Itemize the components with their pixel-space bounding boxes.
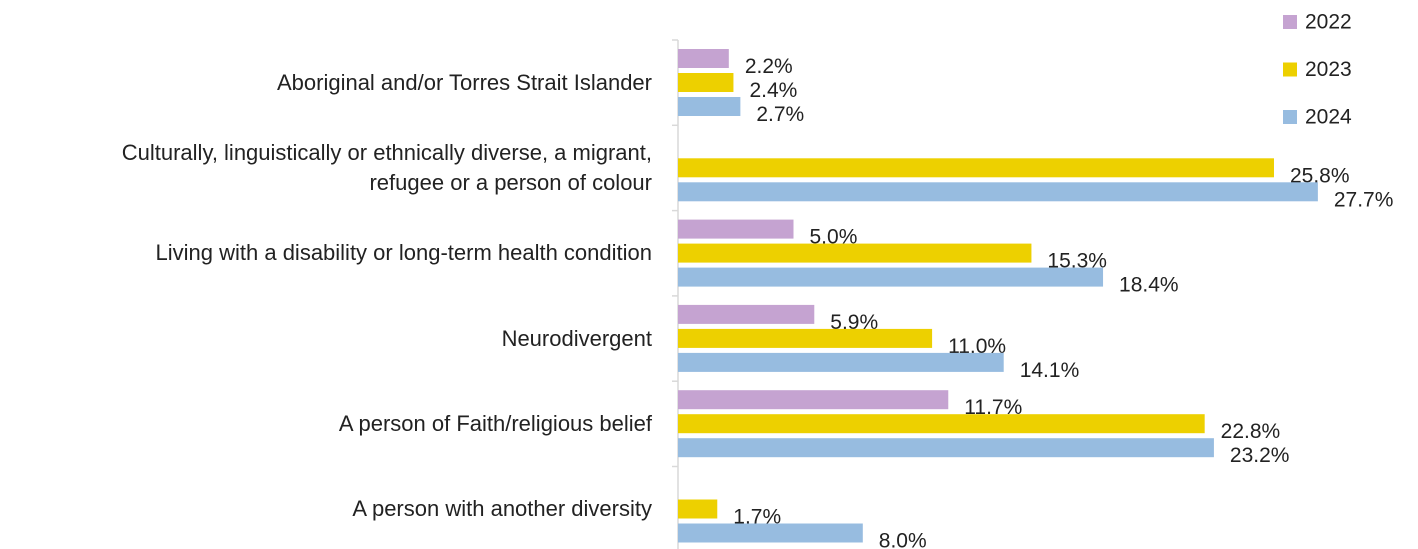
value-label: 23.2%	[1230, 444, 1290, 467]
bar	[678, 304, 815, 324]
value-label: 18.4%	[1119, 274, 1179, 297]
category-label: A person with another diversity	[352, 496, 652, 522]
legend-label: 2024	[1305, 106, 1352, 129]
bar	[678, 219, 794, 239]
bar	[678, 182, 1318, 202]
category-label: Culturally, linguistically or ethnically…	[121, 139, 652, 195]
value-label: 11.0%	[948, 335, 1006, 358]
bar	[678, 414, 1205, 434]
bar	[678, 267, 1104, 287]
value-label: 5.9%	[830, 311, 878, 334]
value-label: 8.0%	[879, 530, 927, 549]
value-label: 27.7%	[1334, 188, 1394, 211]
legend-swatch	[1283, 15, 1297, 29]
value-label: 25.8%	[1290, 164, 1350, 187]
value-label: 2.7%	[756, 103, 804, 126]
bar	[678, 243, 1032, 263]
value-label: 22.8%	[1221, 420, 1281, 443]
legend-swatch	[1283, 110, 1297, 124]
legend-label: 2022	[1305, 11, 1352, 34]
category-label: A person of Faith/religious belief	[338, 410, 652, 436]
bar	[678, 390, 949, 410]
value-label: 2.4%	[749, 79, 797, 102]
bar	[678, 97, 741, 116]
bar	[678, 158, 1274, 178]
bar	[678, 73, 734, 92]
value-label: 1.7%	[733, 506, 781, 529]
bar	[678, 499, 718, 519]
category-label: Neurodivergent	[501, 325, 652, 351]
category-label: Aboriginal and/or Torres Strait Islander	[276, 69, 652, 95]
bar	[678, 328, 933, 348]
legend-swatch	[1283, 62, 1297, 77]
bar	[678, 49, 729, 68]
legend-label: 2023	[1305, 58, 1352, 81]
category-label: Living with a disability or long-term he…	[155, 240, 652, 266]
value-label: 2.2%	[745, 55, 793, 78]
value-label: 11.7%	[964, 396, 1022, 419]
value-label: 5.0%	[810, 226, 858, 249]
value-label: 15.3%	[1047, 250, 1107, 273]
bar	[678, 523, 863, 543]
value-label: 14.1%	[1020, 359, 1080, 382]
bar	[678, 352, 1004, 372]
bar	[678, 438, 1214, 458]
